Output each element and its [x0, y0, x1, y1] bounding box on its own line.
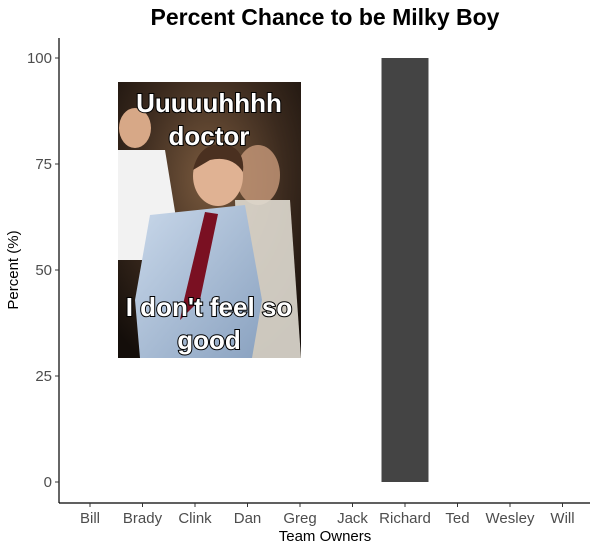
x-tick-label: Dan	[234, 510, 262, 527]
meme-top-text-line2: doctor	[169, 121, 250, 151]
plot-area: 0 25 50 75 100 Bill Brady Clink Dan Greg Jack Rich…	[27, 38, 590, 527]
y-tick-label: 100	[27, 50, 52, 67]
x-axis-label: Team Owners	[279, 528, 372, 545]
bar-richard	[381, 58, 429, 482]
meme-image: Uuuuuhhhh doctor I don't feel so good	[118, 82, 301, 358]
meme-main-hair	[193, 144, 244, 172]
meme-tie	[180, 212, 218, 320]
y-tick-label: 0	[44, 474, 52, 491]
x-tick-label: Bill	[80, 510, 100, 527]
meme-bottom-text-line2: good	[177, 325, 241, 355]
meme-bottom-text-line1: I don't feel so	[126, 292, 293, 322]
x-tick-label: Brady	[123, 510, 163, 527]
x-tick-label: Wesley	[486, 510, 535, 527]
meme-top-text-line1: Uuuuuhhhh	[136, 88, 282, 118]
x-tick-label: Richard	[379, 510, 431, 527]
meme-left-face	[119, 108, 151, 148]
y-tick-label: 75	[35, 156, 52, 173]
bars	[381, 58, 429, 482]
y-tick-label: 50	[35, 262, 52, 279]
x-tick-label: Ted	[445, 510, 469, 527]
x-tick-label: Jack	[337, 510, 368, 527]
y-tick-label: 25	[35, 368, 52, 385]
x-ticks: Bill Brady Clink Dan Greg Jack Richard Ted Wesle…	[80, 503, 575, 527]
x-tick-label: Clink	[178, 510, 212, 527]
x-tick-label: Greg	[283, 510, 316, 527]
y-ticks: 0 25 50 75 100	[27, 50, 59, 491]
y-axis-label: Percent (%)	[5, 230, 22, 309]
x-tick-label: Will	[550, 510, 574, 527]
meme-background-person-right	[236, 145, 280, 205]
chart-title: Percent Chance to be Milky Boy	[151, 4, 500, 30]
